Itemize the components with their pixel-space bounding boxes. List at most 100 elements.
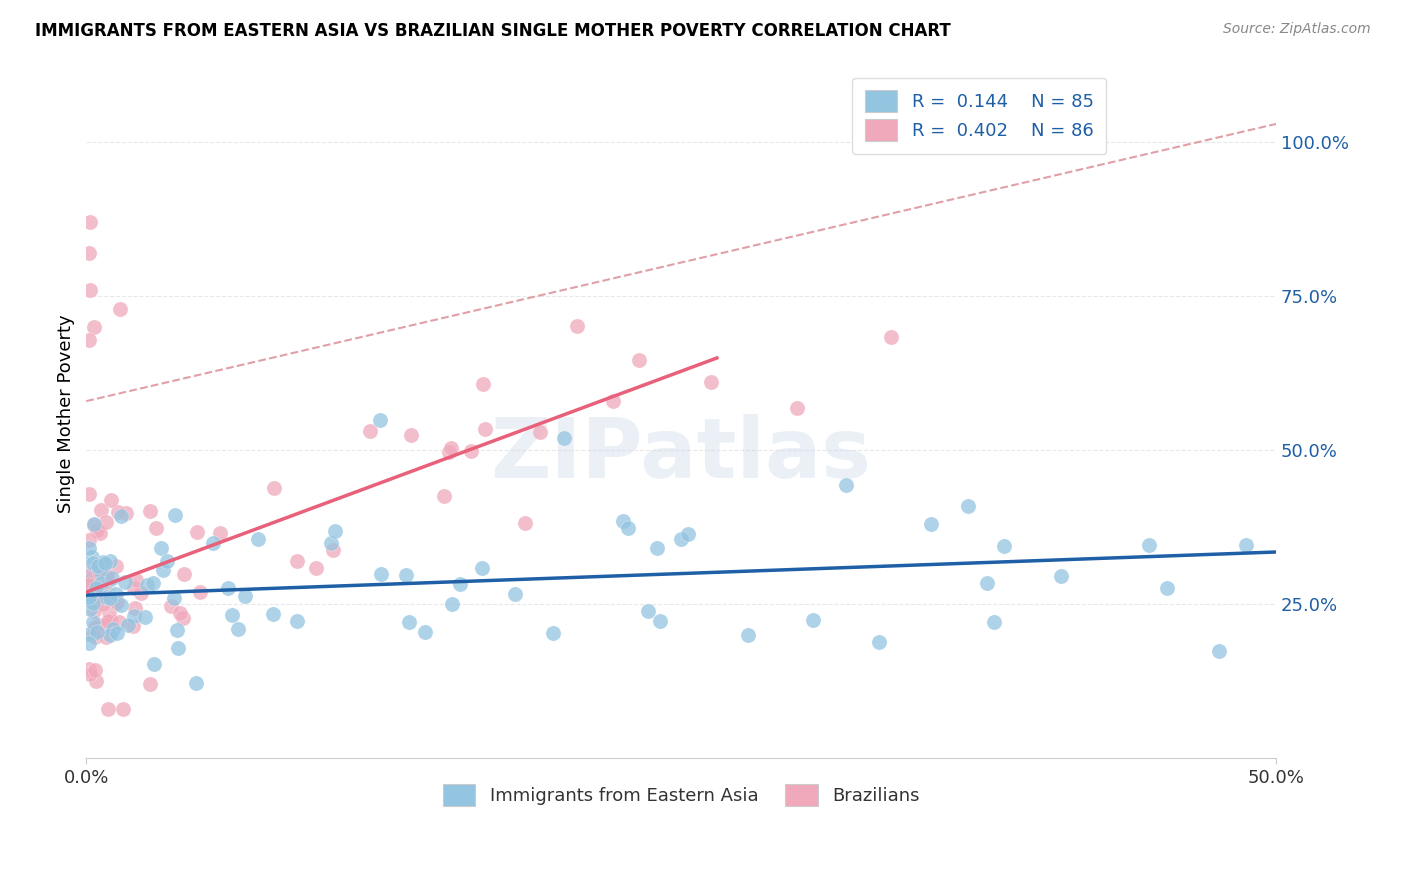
Point [87, 558, 110, 573]
Point [880, 330, 903, 344]
Point [79, 593, 101, 607]
Point [83, 517, 105, 532]
Point [460, 444, 482, 458]
Text: ZIPatlas: ZIPatlas [491, 414, 872, 495]
Point [1208, 644, 1230, 658]
Point [77, 589, 100, 603]
Point [323, 524, 346, 538]
Point [82, 575, 104, 590]
Point [100, 614, 122, 628]
Point [285, 614, 308, 628]
Point [543, 625, 565, 640]
Point [87, 618, 110, 632]
Point [162, 591, 184, 606]
Point [413, 624, 436, 639]
Point [77, 541, 100, 556]
Point [87, 566, 110, 580]
Point [553, 431, 575, 445]
Point [983, 615, 1005, 630]
Point [84, 581, 107, 595]
Point [91, 597, 114, 611]
Point [77, 333, 100, 347]
Point [98, 591, 121, 606]
Point [145, 521, 167, 535]
Point [648, 614, 671, 628]
Point [101, 622, 124, 636]
Point [104, 587, 127, 601]
Point [433, 489, 456, 503]
Point [801, 613, 824, 627]
Point [645, 541, 668, 555]
Point [79, 592, 101, 607]
Point [142, 575, 165, 590]
Point [91, 555, 114, 569]
Point [114, 574, 136, 589]
Point [172, 611, 194, 625]
Point [83, 623, 105, 637]
Point [616, 521, 638, 535]
Point [89, 526, 111, 541]
Point [1050, 569, 1073, 583]
Point [100, 492, 122, 507]
Point [86, 523, 108, 537]
Point [77, 246, 100, 260]
Point [188, 585, 211, 599]
Point [105, 626, 128, 640]
Point [993, 539, 1015, 553]
Point [440, 442, 463, 456]
Point [166, 640, 188, 655]
Point [101, 571, 124, 585]
Point [565, 319, 588, 334]
Point [165, 508, 187, 522]
Point [90, 591, 112, 605]
Y-axis label: Single Mother Poverty: Single Mother Poverty [58, 314, 75, 513]
Point [122, 619, 145, 633]
Point [79, 591, 101, 606]
Point [82, 573, 104, 587]
Point [737, 627, 759, 641]
Point [94, 630, 117, 644]
Text: IMMIGRANTS FROM EASTERN ASIA VS BRAZILIAN SINGLE MOTHER POVERTY CORRELATION CHAR: IMMIGRANTS FROM EASTERN ASIA VS BRAZILIA… [35, 22, 950, 40]
Point [529, 425, 551, 439]
Point [124, 601, 146, 615]
Point [160, 599, 183, 614]
Point [612, 514, 634, 528]
Point [786, 401, 808, 416]
Point [513, 516, 536, 530]
Point [134, 610, 156, 624]
Point [156, 553, 179, 567]
Point [472, 376, 495, 391]
Point [84, 630, 107, 644]
Point [1156, 581, 1178, 595]
Point [89, 583, 111, 598]
Point [77, 636, 100, 650]
Point [401, 428, 423, 442]
Point [169, 606, 191, 620]
Point [117, 617, 139, 632]
Point [97, 605, 120, 619]
Point [152, 563, 174, 577]
Point [107, 505, 129, 519]
Point [221, 607, 243, 622]
Point [368, 412, 391, 426]
Point [474, 422, 496, 436]
Text: Source: ZipAtlas.com: Source: ZipAtlas.com [1223, 22, 1371, 37]
Point [77, 662, 100, 676]
Point [246, 533, 269, 547]
Point [87, 579, 110, 593]
Point [139, 504, 162, 518]
Point [97, 615, 120, 629]
Legend: Immigrants from Eastern Asia, Brazilians: Immigrants from Eastern Asia, Brazilians [433, 775, 929, 815]
Point [321, 536, 343, 550]
Point [79, 215, 101, 229]
Point [90, 503, 112, 517]
Point [114, 507, 136, 521]
Point [82, 556, 104, 570]
Point [263, 482, 285, 496]
Point [166, 624, 188, 638]
Point [93, 559, 115, 574]
Point [82, 628, 104, 642]
Point [84, 599, 107, 613]
Point [470, 560, 492, 574]
Point [84, 582, 107, 596]
